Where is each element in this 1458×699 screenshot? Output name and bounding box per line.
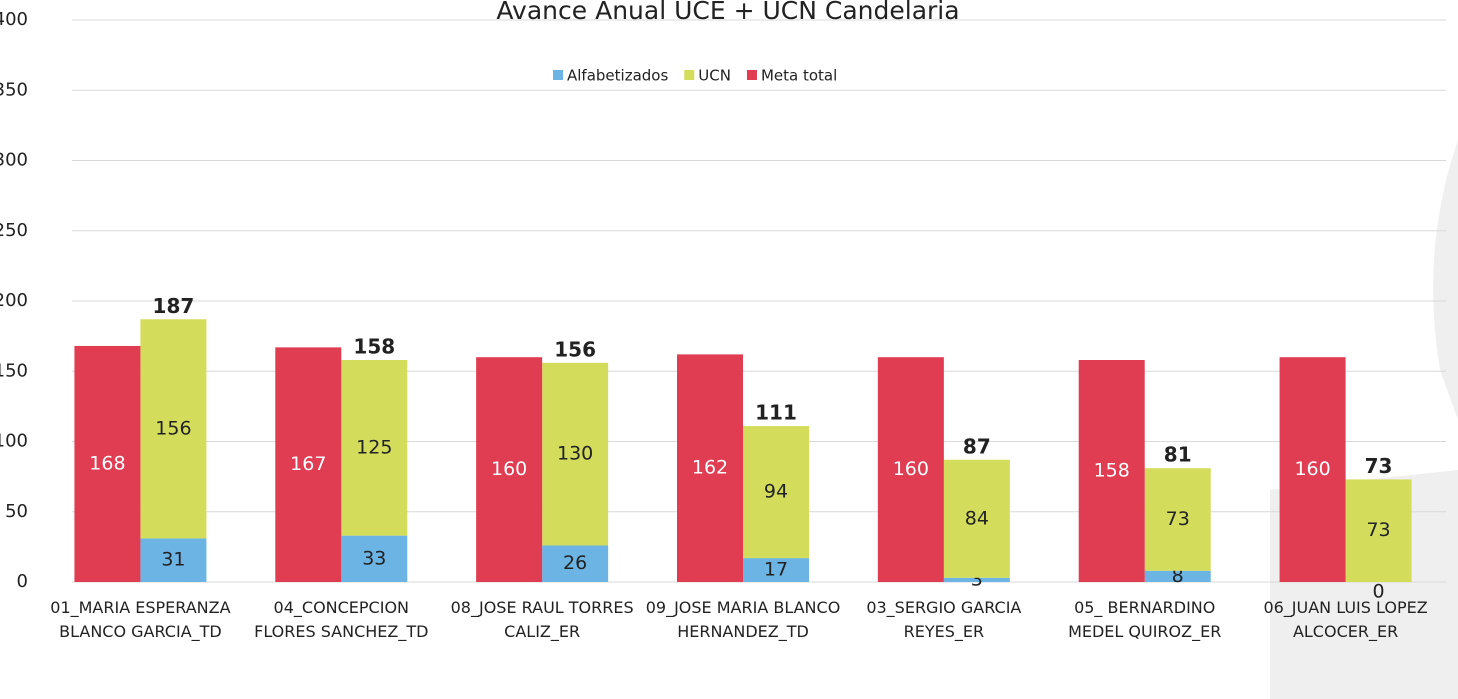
legend-label: UCN bbox=[698, 67, 731, 85]
total-label: 73 bbox=[1365, 454, 1393, 478]
data-label: 160 bbox=[893, 458, 929, 480]
data-label: 162 bbox=[692, 457, 728, 479]
y-tick-label: 0 bbox=[17, 571, 28, 592]
data-label: 160 bbox=[1294, 458, 1330, 480]
total-label: 158 bbox=[353, 335, 395, 359]
legend-label: Alfabetizados bbox=[567, 67, 668, 85]
y-tick-label: 50 bbox=[5, 501, 28, 522]
bar bbox=[1144, 570, 1211, 582]
x-tick-label: 01_MARIA ESPERANZA BLANCO GARCIA_TD bbox=[50, 598, 231, 641]
bar bbox=[877, 357, 944, 582]
total-label: 156 bbox=[554, 337, 596, 361]
data-label: 156 bbox=[155, 417, 191, 439]
y-tick-label: 150 bbox=[0, 360, 28, 381]
data-label: 160 bbox=[491, 458, 527, 480]
data-label: 33 bbox=[362, 547, 386, 569]
legend-label: Meta total bbox=[761, 67, 837, 85]
bar bbox=[1279, 357, 1346, 582]
x-tick-label: 06_JUAN LUIS LOPEZ ALCOCER_ER bbox=[1263, 598, 1428, 641]
data-label: 31 bbox=[161, 549, 185, 571]
data-label: 94 bbox=[764, 481, 788, 503]
data-label: 26 bbox=[563, 552, 587, 574]
total-label: 87 bbox=[963, 434, 991, 458]
data-label: 84 bbox=[965, 507, 989, 529]
y-tick-label: 100 bbox=[0, 431, 28, 452]
y-tick-label: 400 bbox=[0, 9, 28, 30]
data-label: 73 bbox=[1366, 519, 1390, 541]
total-label: 111 bbox=[755, 401, 797, 425]
bar bbox=[140, 538, 207, 582]
bar bbox=[1078, 360, 1145, 582]
data-label: 130 bbox=[557, 443, 593, 465]
x-tick-label: 08_JOSE RAUL TORRES CALIZ_ER bbox=[450, 598, 634, 641]
y-tick-label: 200 bbox=[0, 290, 28, 311]
bar bbox=[341, 535, 408, 582]
bar bbox=[476, 357, 543, 582]
data-label: 158 bbox=[1094, 460, 1130, 482]
bar bbox=[743, 558, 809, 582]
total-label: 187 bbox=[153, 294, 195, 318]
total-label: 81 bbox=[1164, 443, 1192, 467]
y-tick-label: 300 bbox=[0, 150, 28, 171]
x-tick-label: 05_ BERNARDINO MEDEL QUIROZ_ER bbox=[1068, 598, 1222, 641]
bar bbox=[542, 362, 609, 546]
data-label: 125 bbox=[356, 436, 392, 458]
data-label: 73 bbox=[1166, 508, 1190, 530]
data-label: 167 bbox=[290, 453, 326, 475]
bar bbox=[1144, 468, 1211, 571]
chart-title: Avance Anual UCE + UCN Candelaria bbox=[496, 0, 959, 25]
bar bbox=[677, 354, 743, 582]
bar bbox=[275, 347, 342, 582]
bar bbox=[341, 360, 408, 536]
data-label: 0 bbox=[1373, 581, 1385, 603]
bar bbox=[542, 545, 609, 582]
legend-swatch bbox=[553, 70, 563, 80]
data-label: 17 bbox=[764, 559, 788, 581]
y-tick-label: 350 bbox=[0, 79, 28, 100]
x-tick-label: 04_CONCEPCION FLORES SANCHEZ_TD bbox=[254, 598, 429, 641]
bar bbox=[943, 577, 1010, 582]
bar bbox=[74, 345, 141, 582]
data-label: 168 bbox=[89, 452, 125, 474]
bar bbox=[140, 319, 207, 539]
bar bbox=[1345, 479, 1412, 582]
legend-swatch bbox=[684, 70, 695, 80]
bar bbox=[743, 426, 809, 559]
y-tick-label: 250 bbox=[0, 220, 28, 241]
x-tick-label: 03_SERGIO GARCIA REYES_ER bbox=[866, 598, 1022, 641]
x-tick-label: 09_JOSE MARIA BLANCO HERNANDEZ_TD bbox=[645, 598, 841, 641]
bar bbox=[943, 459, 1010, 578]
legend-swatch bbox=[746, 70, 757, 80]
